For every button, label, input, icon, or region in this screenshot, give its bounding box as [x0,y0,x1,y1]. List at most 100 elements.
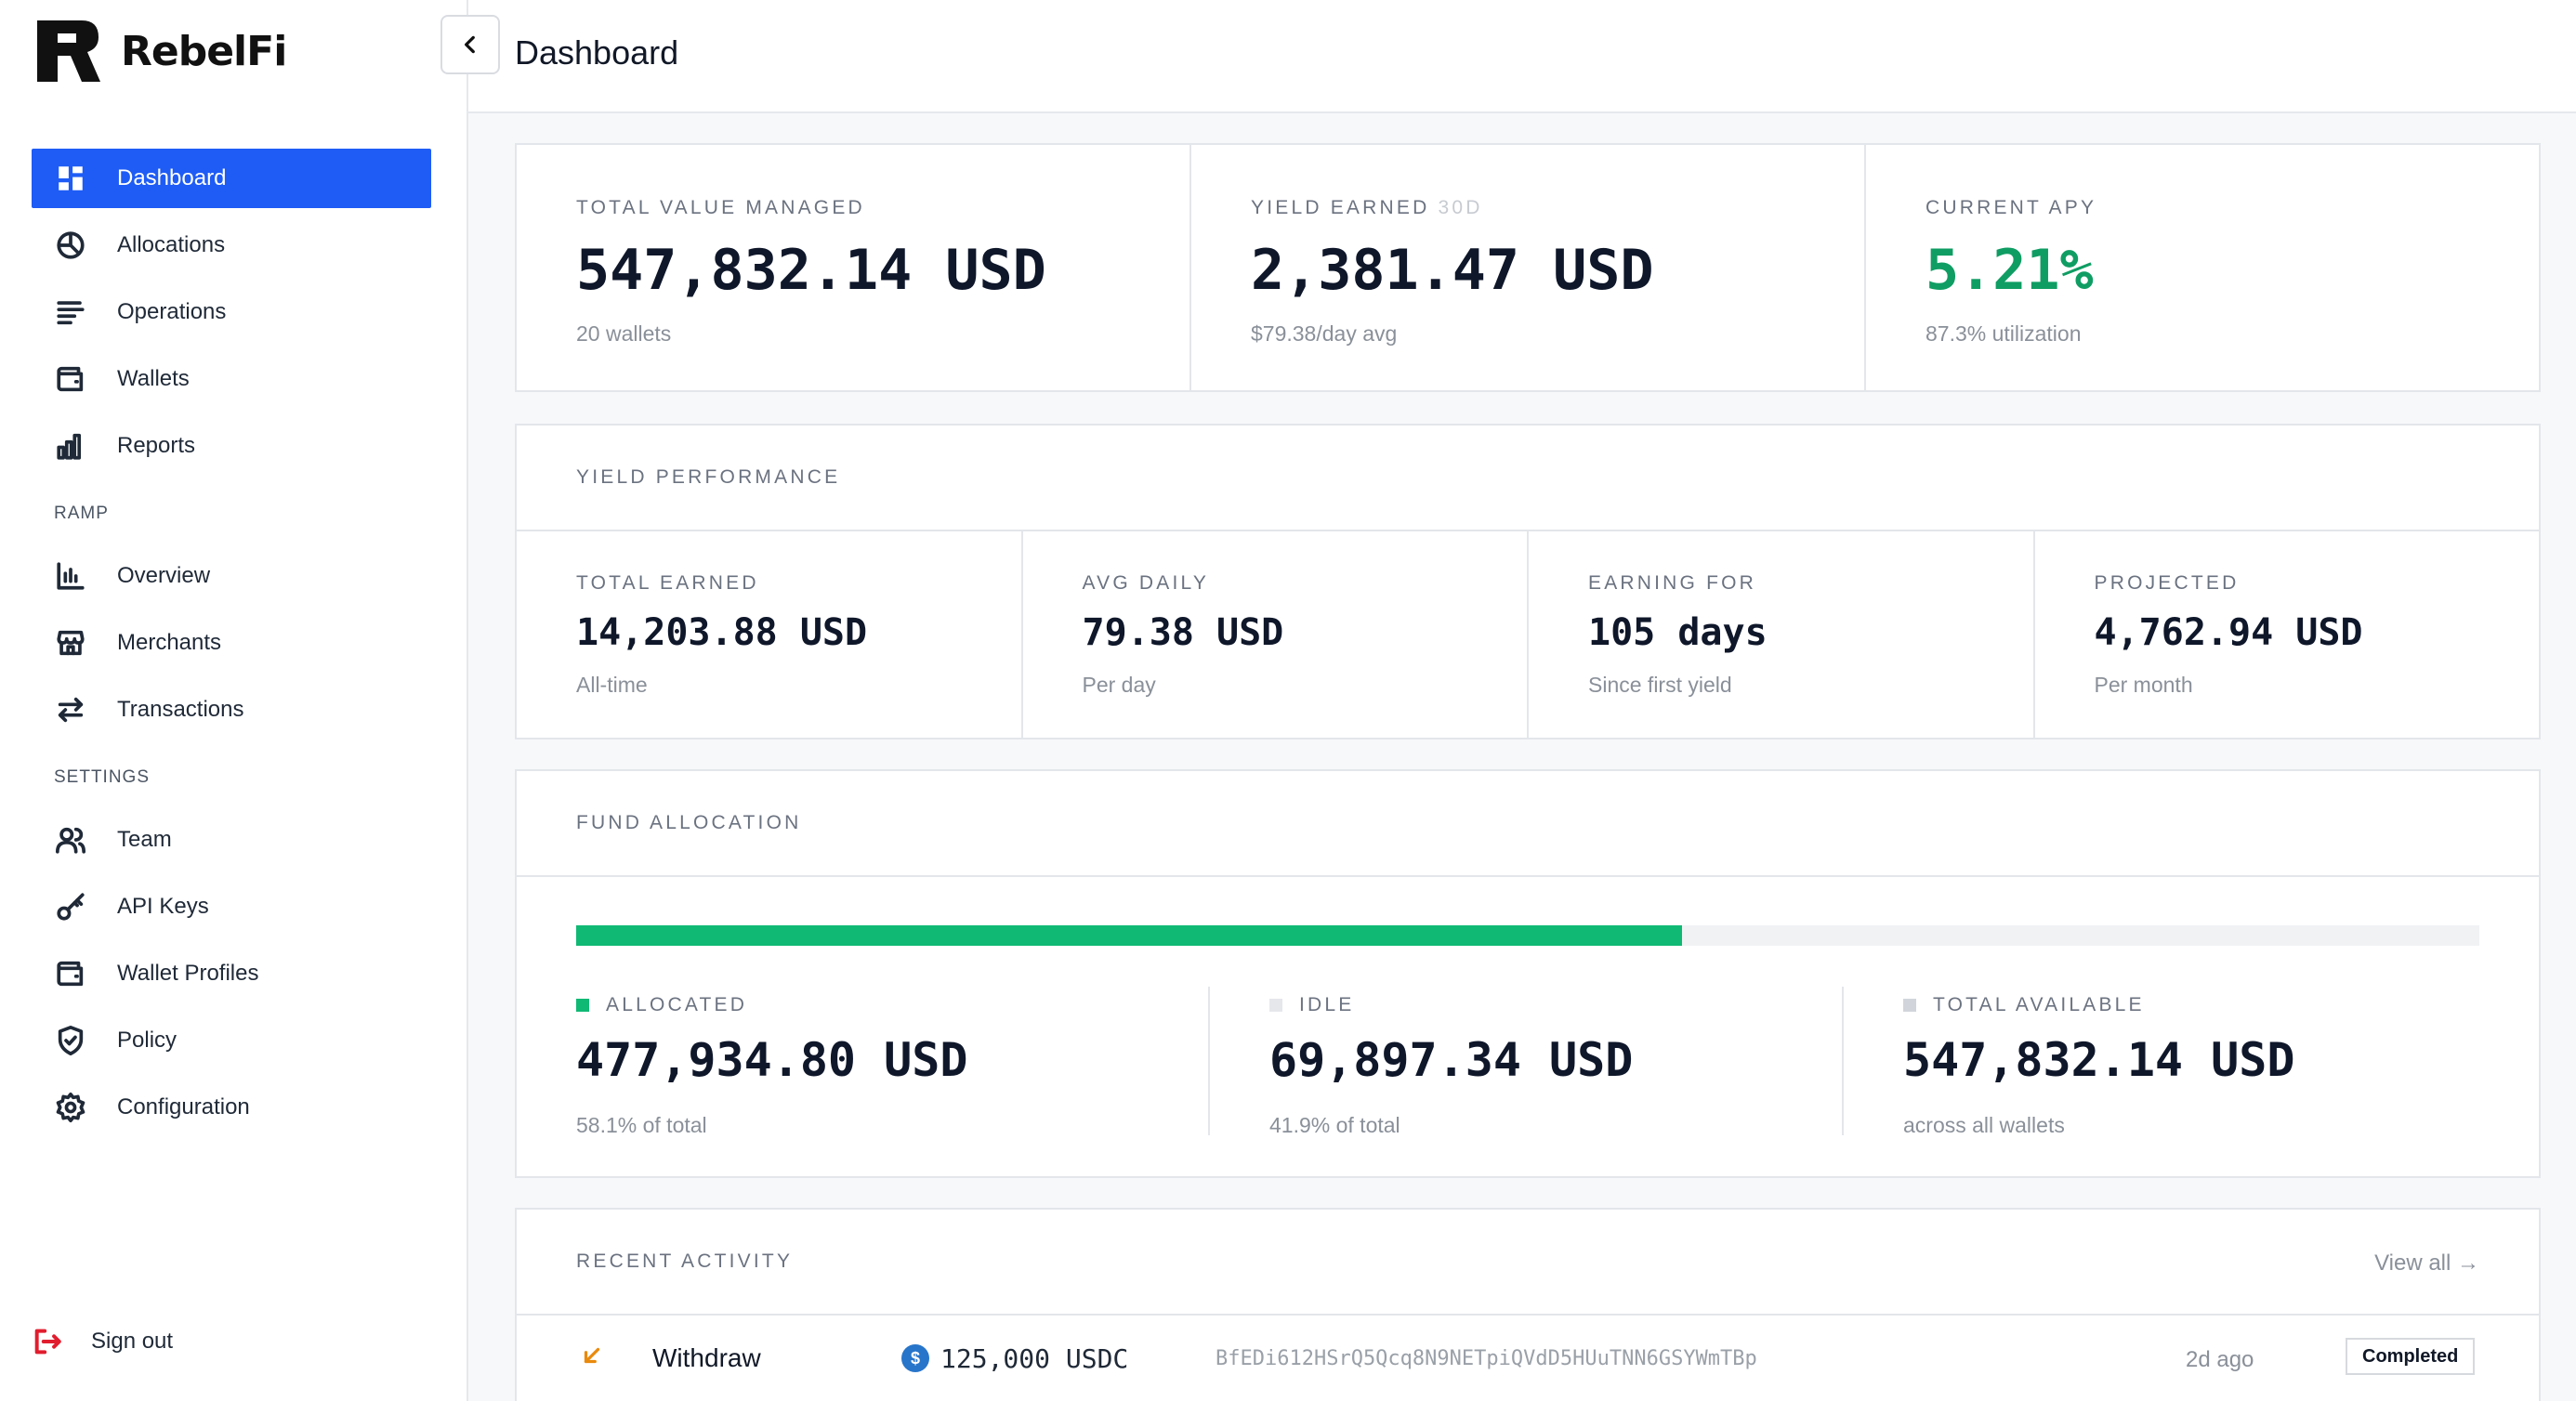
top-header: Dashboard [440,0,2576,113]
kpi-summary-card: TOTAL VALUE MANAGED 547,832.14 USD 20 wa… [515,143,2541,392]
kpi-label: CURRENT APY [1925,197,2097,218]
kpi-value: 2,381.47 USD [1251,238,1654,303]
stat-label: TOTAL AVAILABLE [1933,994,2145,1015]
sidebar-item-label: Reports [117,433,196,458]
activity-row[interactable]: Withdraw $ 125,000 USDC BfEDi612HSrQ5Qcq… [517,1316,2539,1401]
stat-value: 477,934.80 USD [576,1033,968,1087]
pie-chart-icon [54,229,87,262]
sidebar-item-label: Wallets [117,366,190,391]
stat-sub: Since first yield [1588,673,1732,697]
sidebar-item-transactions[interactable]: Transactions [32,680,431,740]
sidebar-item-allocations[interactable]: Allocations [32,216,431,275]
legend-swatch-idle [1269,999,1282,1012]
card-header: FUND ALLOCATION [517,771,2539,877]
sidebar-item-label: Merchants [117,630,222,655]
section-title-ramp: RAMP [54,504,109,523]
sidebar-item-label: Configuration [117,1094,250,1119]
kpi-label: TOTAL VALUE MANAGED [576,197,865,218]
sidebar-item-operations[interactable]: Operations [32,282,431,342]
kpi-label-text: YIELD EARNED [1251,197,1430,218]
sidebar-item-reports[interactable]: Reports [32,416,431,476]
kpi-label-period: 30D [1438,197,1483,218]
sign-out-button[interactable]: Sign out [32,1312,173,1371]
stat-sub: Per month [2094,673,2193,697]
sign-out-label: Sign out [91,1329,174,1354]
stat-sub: Per day [1082,673,1156,697]
sidebar-item-label: Policy [117,1028,177,1053]
stat-label: AVG DAILY [1082,572,1210,594]
stat-idle: IDLE 69,897.34 USD 41.9% of total [1208,987,1842,1137]
sidebar-item-wallet-profiles[interactable]: Wallet Profiles [32,944,431,1003]
activity-time: 2d ago [2186,1347,2254,1372]
fund-allocation-card: FUND ALLOCATION ALLOCATED 477,934.80 USD… [515,769,2541,1178]
section-title-settings: SETTINGS [54,767,151,787]
stat-value: 547,832.14 USD [1903,1033,2295,1087]
stat-value: 14,203.88 USD [576,611,868,654]
stat-value: 105 days [1588,611,1768,654]
allocation-bar [576,925,2479,946]
rebelfi-logo-icon [37,20,100,82]
activity-address[interactable]: BfEDi612HSrQ5Qcq8N9NETpiQVdD5HUuTNN6GSYW… [1216,1347,1757,1370]
kpi-value: 5.21% [1925,238,2094,303]
kpi-sub: 20 wallets [576,321,672,346]
sidebar-item-configuration[interactable]: Configuration [32,1078,431,1137]
list-icon [54,295,87,329]
app-name: RebelFi [121,27,287,75]
card-title: RECENT ACTIVITY [576,1250,794,1272]
key-icon [54,890,87,923]
logo[interactable]: RebelFi [37,20,287,82]
stat-sub: 41.9% of total [1269,1113,1400,1137]
sidebar-item-label: Overview [117,563,211,588]
stat-projected: PROJECTED 4,762.94 USD Per month [2035,531,2540,740]
shield-icon [54,1024,87,1057]
stat-value: 79.38 USD [1082,611,1284,654]
sidebar-item-wallets[interactable]: Wallets [32,349,431,409]
stat-label: EARNING FOR [1588,572,1757,594]
sidebar-item-label: Transactions [117,697,244,722]
sidebar-item-team[interactable]: Team [32,810,431,870]
kpi-value: 547,832.14 USD [576,238,1046,303]
sidebar-nav: Dashboard Allocations Operations Wallets… [32,149,431,1145]
stat-total-earned: TOTAL EARNED 14,203.88 USD All-time [517,531,1023,740]
kpi-total-value: TOTAL VALUE MANAGED 547,832.14 USD 20 wa… [517,145,1191,390]
stat-legend: TOTAL AVAILABLE [1903,994,2145,1016]
arrow-down-left-icon [580,1343,604,1368]
view-all-link[interactable]: View all → [2374,1250,2479,1276]
users-icon [54,823,87,857]
store-icon [54,626,87,660]
sidebar-item-label: Allocations [117,232,226,257]
arrows-icon [54,693,87,727]
gear-icon [54,1091,87,1124]
stat-total-available: TOTAL AVAILABLE 547,832.14 USD across al… [1842,987,2539,1137]
sidebar-item-api-keys[interactable]: API Keys [32,877,431,936]
kpi-label: YIELD EARNED 30D [1251,197,1483,219]
sidebar-item-label: Dashboard [117,165,227,190]
stat-sub: 58.1% of total [576,1113,707,1137]
sidebar-item-label: Operations [117,299,227,324]
card-title: FUND ALLOCATION [576,812,802,833]
chart-icon [54,559,87,593]
kpi-sub: $79.38/day avg [1251,321,1398,346]
grid-icon [54,162,87,195]
card-header: YIELD PERFORMANCE [517,426,2539,531]
chevron-left-icon [465,35,475,54]
sidebar: RebelFi Dashboard Allocations Operations… [0,0,468,1401]
sidebar-item-overview[interactable]: Overview [32,546,431,606]
sidebar-item-policy[interactable]: Policy [32,1011,431,1070]
stat-sub: All-time [576,673,648,697]
sidebar-item-merchants[interactable]: Merchants [32,613,431,673]
page-title: Dashboard [515,33,679,72]
stat-sub: across all wallets [1903,1113,2065,1137]
card-header: RECENT ACTIVITY View all → [517,1210,2539,1316]
sidebar-item-dashboard[interactable]: Dashboard [32,149,431,208]
stat-label: PROJECTED [2094,572,2240,594]
stat-value: 69,897.34 USD [1269,1033,1634,1087]
collapse-sidebar-button[interactable] [440,15,500,74]
kpi-sub: 87.3% utilization [1925,321,2082,346]
sidebar-item-label: Wallet Profiles [117,961,259,986]
activity-type: Withdraw [652,1343,761,1372]
kpi-yield-earned: YIELD EARNED 30D 2,381.47 USD $79.38/day… [1191,145,1866,390]
kpi-current-apy: CURRENT APY 5.21% 87.3% utilization [1866,145,2539,390]
legend-swatch-allocated [576,999,589,1012]
card-title: YIELD PERFORMANCE [576,466,841,488]
